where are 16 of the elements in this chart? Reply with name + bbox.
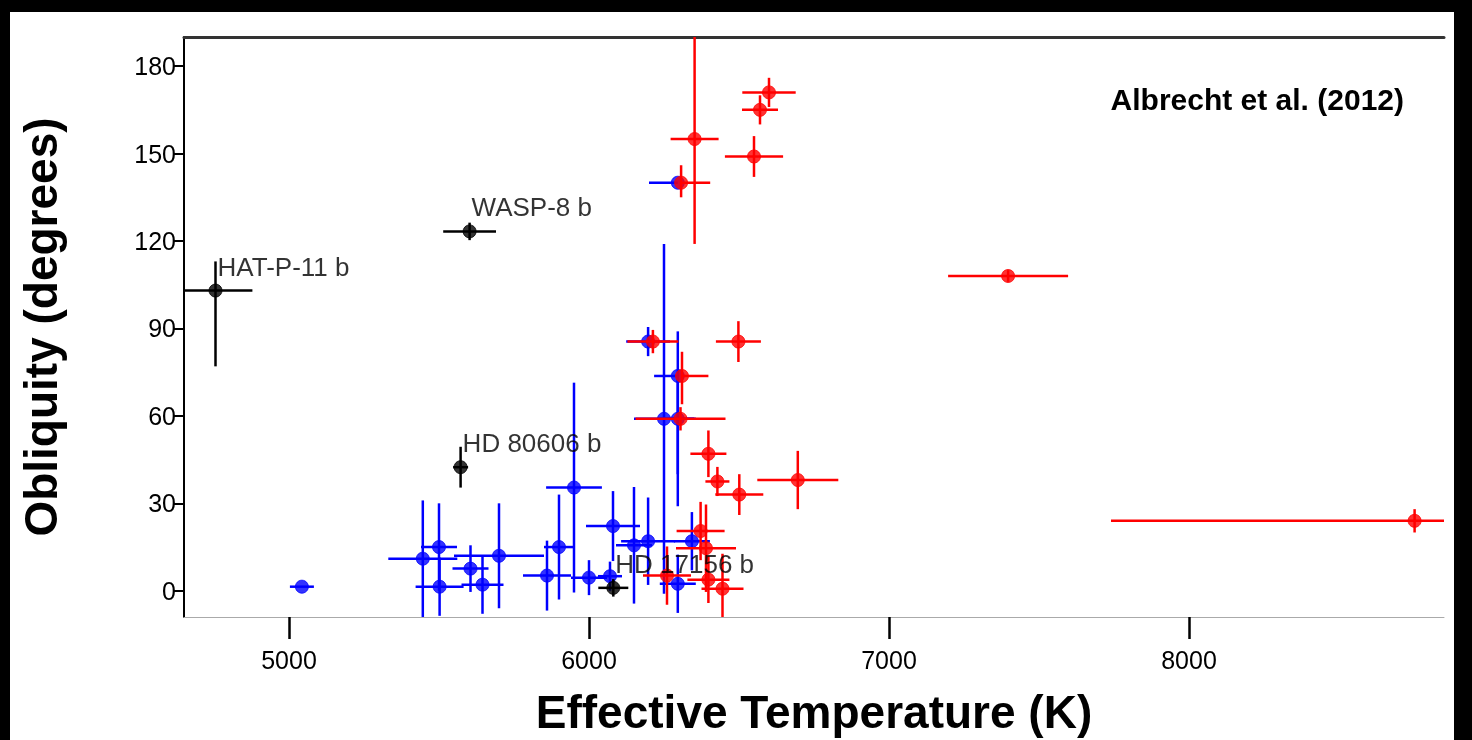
y-tick-label: 180 [134,52,176,81]
y-tick-label: 0 [162,576,176,605]
annotation: HAT-P-11 b [217,251,350,282]
annotation: Albrecht et al. (2012) [1110,82,1404,116]
y-tick-label: 90 [148,314,176,343]
y-tick-label: 150 [134,139,176,168]
annotation: WASP-8 b [471,192,593,223]
x-tick-label: 8000 [1161,645,1217,674]
x-tick-label: 7000 [861,645,917,674]
x-tick-label: 6000 [561,645,617,674]
y-axis-title: Obliquity (degrees) [15,117,67,537]
y-tick-label: 120 [134,227,176,256]
x-axis-title: Effective Temperature (K) [535,686,1093,738]
y-tick-label: 60 [148,401,176,430]
y-tick-label: 30 [148,489,176,518]
x-tick-label: 5000 [261,645,317,674]
